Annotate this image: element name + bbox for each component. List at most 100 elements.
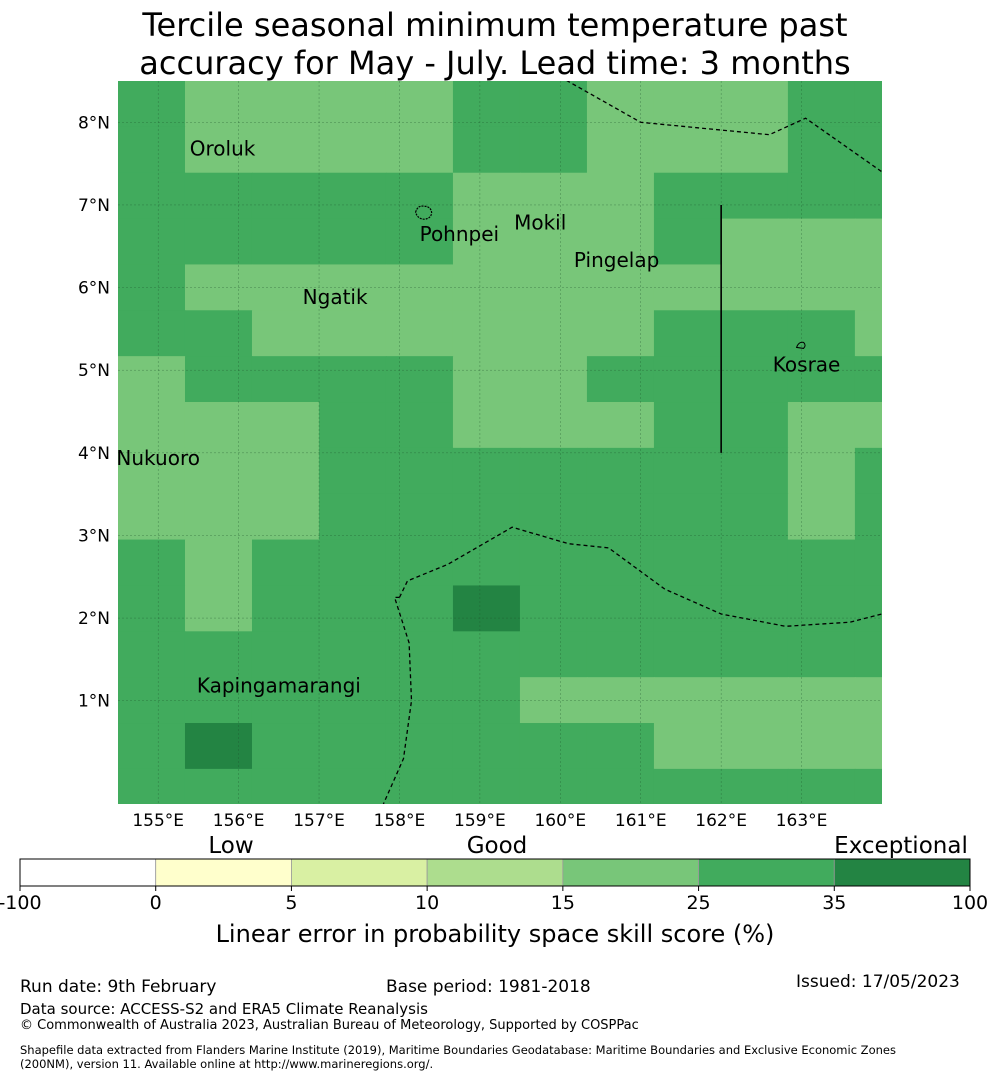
- skill-cell: [118, 723, 186, 770]
- skill-cell: [519, 493, 588, 541]
- skill-cell: [184, 585, 253, 632]
- colorbar-category-low: Low: [208, 833, 253, 859]
- skill-cell: [787, 493, 856, 541]
- colorbar-swatch: [698, 858, 835, 887]
- skill-cell: [586, 356, 655, 403]
- skill-cell: [385, 723, 454, 770]
- skill-cell: [452, 493, 521, 541]
- colorbar-tick-label: 35: [822, 892, 846, 914]
- skill-cell: [922, 585, 990, 631]
- skill-cell: [720, 768, 789, 804]
- colorbar-tick-label: 5: [285, 892, 297, 914]
- data-source: Data source: ACCESS-S2 and ERA5 Climate …: [20, 1000, 428, 1018]
- skill-cell: [586, 310, 655, 357]
- lon-tick-label: 159°E: [454, 811, 506, 831]
- skill-cell: [184, 768, 253, 804]
- skill-cell: [720, 447, 789, 495]
- skill-cell: [653, 310, 722, 357]
- skill-cell: [318, 539, 387, 587]
- skill-cell: [385, 126, 454, 174]
- skill-cell: [184, 493, 253, 541]
- skill-cell: [251, 310, 320, 357]
- lon-tick-label: 163°E: [776, 811, 828, 831]
- skill-cell: [452, 677, 521, 724]
- skill-cell: [184, 172, 253, 220]
- skill-cell: [854, 218, 882, 266]
- skill-cell: [318, 723, 387, 770]
- shapefile-credit-line-2: (200NM), version 11. Available online at…: [20, 1057, 434, 1071]
- skill-cell: [720, 723, 789, 770]
- skill-cell: [184, 402, 253, 449]
- skill-cell: [519, 402, 588, 449]
- skill-cell: [385, 585, 454, 632]
- lon-tick-label: 155°E: [132, 811, 184, 831]
- skill-cell: [721, 952, 789, 998]
- colorbar-swatch: [19, 858, 157, 887]
- colorbar-swatch: [833, 858, 971, 887]
- skill-cell: [519, 310, 588, 357]
- skill-cell: [922, 769, 990, 815]
- skill-cell: [318, 493, 387, 541]
- skill-cell: [720, 631, 789, 678]
- skill-cell: [318, 81, 387, 128]
- skill-cell: [854, 585, 882, 632]
- skill-cell: [922, 310, 990, 356]
- lon-tick-label: 157°E: [293, 811, 345, 831]
- skill-cell: [519, 585, 588, 632]
- lon-tick-label: 161°E: [615, 811, 667, 831]
- skill-cell: [854, 356, 882, 403]
- skill-cell: [385, 402, 454, 449]
- skill-cell: [319, 952, 387, 998]
- island-label-pingelap: Pingelap: [574, 248, 659, 272]
- skill-cell: [854, 493, 882, 541]
- skill-cell: [251, 356, 320, 403]
- skill-cell: [854, 126, 882, 174]
- pohnpei-island-outline: [414, 205, 433, 220]
- skill-cell: [118, 768, 186, 804]
- skill-cell: [587, 952, 655, 998]
- skill-cell: [519, 631, 588, 678]
- skill-cell: [787, 81, 856, 128]
- skill-cell: [385, 81, 454, 128]
- skill-cell: [922, 448, 990, 494]
- skill-cell: [452, 402, 521, 449]
- skill-cell: [452, 81, 521, 128]
- skill-cell: [653, 218, 722, 266]
- skill-cell: [854, 402, 882, 449]
- skill-cell: [586, 585, 655, 632]
- skill-cell: [251, 539, 320, 587]
- skill-cell: [922, 173, 990, 219]
- skill-cell: [854, 172, 882, 220]
- skill-cell: [251, 218, 320, 266]
- skill-cell: [519, 723, 588, 770]
- skill-cell: [720, 81, 789, 128]
- lon-tick-label: 160°E: [534, 811, 586, 831]
- skill-cell: [787, 723, 856, 770]
- lat-tick-label: 2°N: [78, 609, 110, 629]
- skill-cell: [318, 218, 387, 266]
- skill-cell: [586, 539, 655, 587]
- skill-cell: [654, 952, 722, 998]
- skill-cell: [653, 493, 722, 541]
- lat-tick-label: 3°N: [78, 526, 110, 546]
- skill-cell: [519, 677, 588, 724]
- skill-cell: [787, 585, 856, 632]
- lat-tick-label: 5°N: [78, 361, 110, 381]
- map-title-line-1: Tercile seasonal minimum temperature pas…: [142, 6, 848, 44]
- skill-cell: [854, 631, 882, 678]
- skill-cell: [787, 402, 856, 449]
- lat-lon-gridlines: [118, 81, 882, 804]
- issued-date: Issued: 17/05/2023: [796, 972, 960, 992]
- skill-cell: [118, 402, 186, 449]
- skill-cell: [118, 218, 186, 266]
- colorbar-swatch: [426, 858, 564, 887]
- skill-cell: [118, 677, 186, 724]
- skill-cell: [184, 539, 253, 587]
- skill-cell: [922, 81, 990, 127]
- skill-cell: [318, 310, 387, 357]
- skill-cell: [519, 81, 588, 128]
- kosrae-island-outline: [795, 341, 806, 349]
- skill-cell: [586, 493, 655, 541]
- skill-cell: [184, 723, 253, 770]
